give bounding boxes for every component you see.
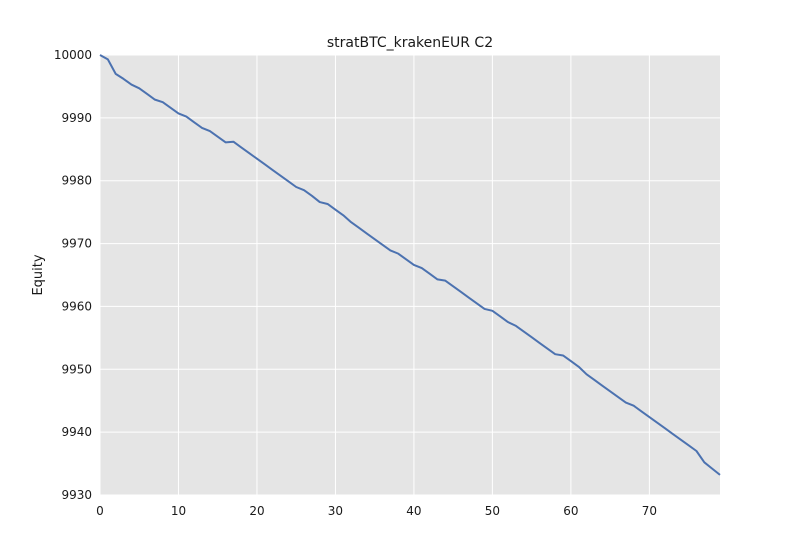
x-tick-label: 40 (406, 504, 421, 518)
x-axis-ticks: 0 10 20 30 40 50 60 70 (96, 504, 657, 518)
y-tick-label: 9960 (61, 299, 92, 313)
y-tick-label: 9930 (61, 488, 92, 502)
x-tick-label: 30 (328, 504, 343, 518)
y-tick-label: 9950 (61, 362, 92, 376)
equity-series-line (99, 54, 721, 476)
x-tick-label: 10 (171, 504, 186, 518)
x-tick-label: 0 (96, 504, 104, 518)
y-tick-label: 9990 (61, 111, 92, 125)
grid-lines (99, 54, 720, 496)
x-tick-label: 60 (563, 504, 578, 518)
x-tick-label: 70 (642, 504, 657, 518)
y-axis-label: Equity (31, 254, 46, 295)
x-tick-label: 50 (485, 504, 500, 518)
y-axis-ticks: 9930 9940 9950 9960 9970 9980 9990 10000 (54, 48, 92, 502)
y-tick-label: 9970 (61, 237, 92, 251)
y-tick-label: 9940 (61, 425, 92, 439)
y-tick-label: 10000 (54, 48, 92, 62)
x-tick-label: 20 (249, 504, 264, 518)
y-tick-label: 9980 (61, 174, 92, 188)
chart-title: stratBTC_krakenEUR C2 (327, 35, 493, 51)
